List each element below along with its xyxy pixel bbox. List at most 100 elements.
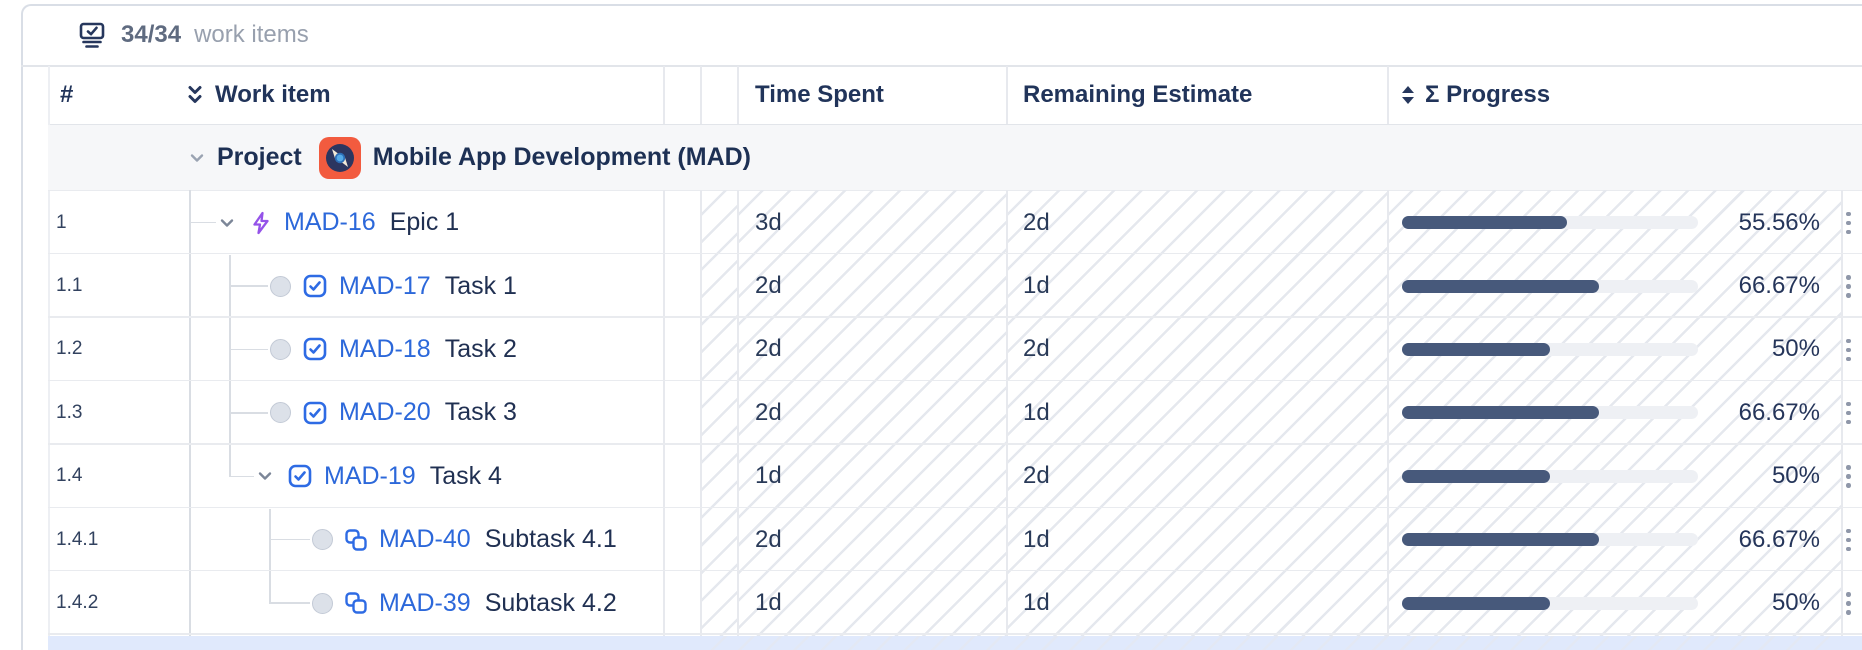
work-item-cell: MAD-39 Subtask 4.2 (312, 571, 617, 634)
row-menu-button[interactable] (1846, 338, 1851, 361)
progress-percent: 55.56% (1738, 208, 1820, 236)
remaining-estimate-value: 1d (1023, 525, 1050, 553)
epic-icon (248, 210, 274, 236)
progress-percent: 50% (1771, 589, 1820, 617)
hatched-column-bg (1006, 190, 1387, 636)
tree-connector-line (269, 538, 310, 541)
issue-key-link[interactable]: MAD-18 (339, 334, 431, 363)
column-header-remaining-estimate[interactable]: Remaining Estimate (1023, 81, 1253, 108)
row-menu-button[interactable] (1846, 275, 1851, 298)
issue-summary: Task 4 (429, 461, 502, 490)
expand-chevron-icon[interactable] (216, 212, 238, 234)
header-divider (48, 123, 1862, 125)
progress-bar-track (1402, 596, 1698, 610)
project-name: Mobile App Development (MAD) (372, 143, 752, 171)
progress-percent: 50% (1771, 462, 1820, 490)
row-number: 1.4 (56, 465, 83, 487)
header-col-divider (1387, 66, 1389, 124)
row-number: 1 (56, 211, 67, 233)
issue-key-link[interactable]: MAD-19 (324, 461, 416, 490)
issue-link-dot (270, 275, 291, 297)
hatched-column-bg (737, 190, 1006, 636)
project-avatar (318, 136, 361, 179)
issue-link-dot (312, 529, 333, 551)
row-separator (48, 633, 1862, 635)
task-icon (286, 462, 314, 490)
progress-bar-track (1402, 469, 1698, 483)
column-divider (737, 190, 739, 636)
row-menu-button[interactable] (1846, 528, 1851, 552)
column-header-time-spent[interactable]: Time Spent (755, 81, 884, 108)
work-item-cell: MAD-16 Epic 1 (216, 191, 459, 254)
progress-percent: 66.67% (1738, 525, 1820, 553)
issue-link-dot (312, 592, 333, 614)
issue-summary: Epic 1 (389, 208, 460, 237)
tree-connector-line (229, 475, 254, 478)
row-number: 1.3 (56, 401, 83, 423)
issue-key-link[interactable]: MAD-17 (339, 271, 431, 300)
remaining-estimate-value: 1d (1023, 272, 1050, 300)
work-items-count-label: work items (194, 21, 309, 48)
time-spent-value: 2d (755, 398, 782, 426)
work-item-cell: MAD-20 Task 3 (270, 381, 517, 444)
header-col-divider (700, 66, 702, 124)
remaining-estimate-value: 2d (1023, 335, 1050, 363)
row-separator (48, 252, 1862, 255)
tree-guide-line (269, 509, 271, 604)
work-item-cell: MAD-40 Subtask 4.1 (312, 508, 617, 571)
tree-connector-line (229, 412, 268, 414)
progress-bar-fill (1402, 216, 1567, 230)
progress-bar-track (1402, 279, 1698, 293)
issue-summary: Task 1 (444, 271, 517, 300)
expand-chevron-icon[interactable] (254, 465, 276, 487)
row-separator (48, 316, 1862, 318)
hatched-column-bg (700, 190, 737, 636)
tree-connector-line (189, 221, 216, 224)
row-menu-button[interactable] (1846, 592, 1851, 615)
work-items-tray-icon (76, 19, 108, 51)
sort-up-down-icon[interactable] (1400, 85, 1416, 105)
work-item-cell: MAD-18 Task 2 (270, 318, 517, 381)
row-separator (48, 379, 1862, 382)
time-spent-value: 2d (755, 335, 782, 363)
row-menu-button[interactable] (1846, 401, 1851, 425)
column-divider (1387, 190, 1389, 636)
tree-connector-line (229, 285, 268, 287)
toolbar-divider (21, 65, 1862, 67)
issue-key-link[interactable]: MAD-16 (284, 208, 376, 237)
project-expand-chevron-icon[interactable] (186, 147, 208, 169)
issue-key-link[interactable]: MAD-40 (379, 525, 471, 554)
task-icon (301, 335, 329, 363)
column-header-progress[interactable]: Σ Progress (1400, 66, 1550, 124)
progress-percent: 66.67% (1738, 272, 1820, 300)
issue-key-link[interactable]: MAD-39 (379, 588, 471, 617)
row-number: 1.4.1 (56, 528, 99, 550)
progress-bar-track (1402, 216, 1698, 230)
issue-link-dot (270, 338, 291, 360)
tree-connector-line (229, 348, 268, 351)
row-separator (48, 569, 1862, 572)
progress-percent: 66.67% (1738, 398, 1820, 426)
column-header-number: # (60, 81, 74, 108)
task-icon (301, 272, 329, 300)
grid-left-edge (48, 66, 50, 650)
column-header-work-item[interactable]: Work item (184, 66, 331, 124)
row-number: 1.2 (56, 338, 83, 360)
time-spent-value: 3d (755, 208, 782, 236)
issue-summary: Task 3 (444, 398, 517, 427)
issue-key-link[interactable]: MAD-20 (339, 398, 431, 427)
progress-bar-fill (1402, 343, 1550, 356)
time-spent-value: 2d (755, 525, 782, 553)
row-menu-button[interactable] (1846, 211, 1851, 235)
progress-bar-fill (1402, 596, 1550, 610)
tree-guide-line (229, 255, 231, 477)
progress-bar-fill (1402, 406, 1600, 420)
column-divider (1841, 190, 1843, 636)
time-spent-value: 1d (755, 589, 782, 617)
collapse-all-icon[interactable] (184, 83, 206, 107)
row-separator (48, 506, 1862, 508)
column-divider (700, 190, 702, 636)
remaining-estimate-value: 1d (1023, 398, 1050, 426)
row-number: 1.1 (56, 275, 83, 297)
row-menu-button[interactable] (1846, 465, 1851, 488)
